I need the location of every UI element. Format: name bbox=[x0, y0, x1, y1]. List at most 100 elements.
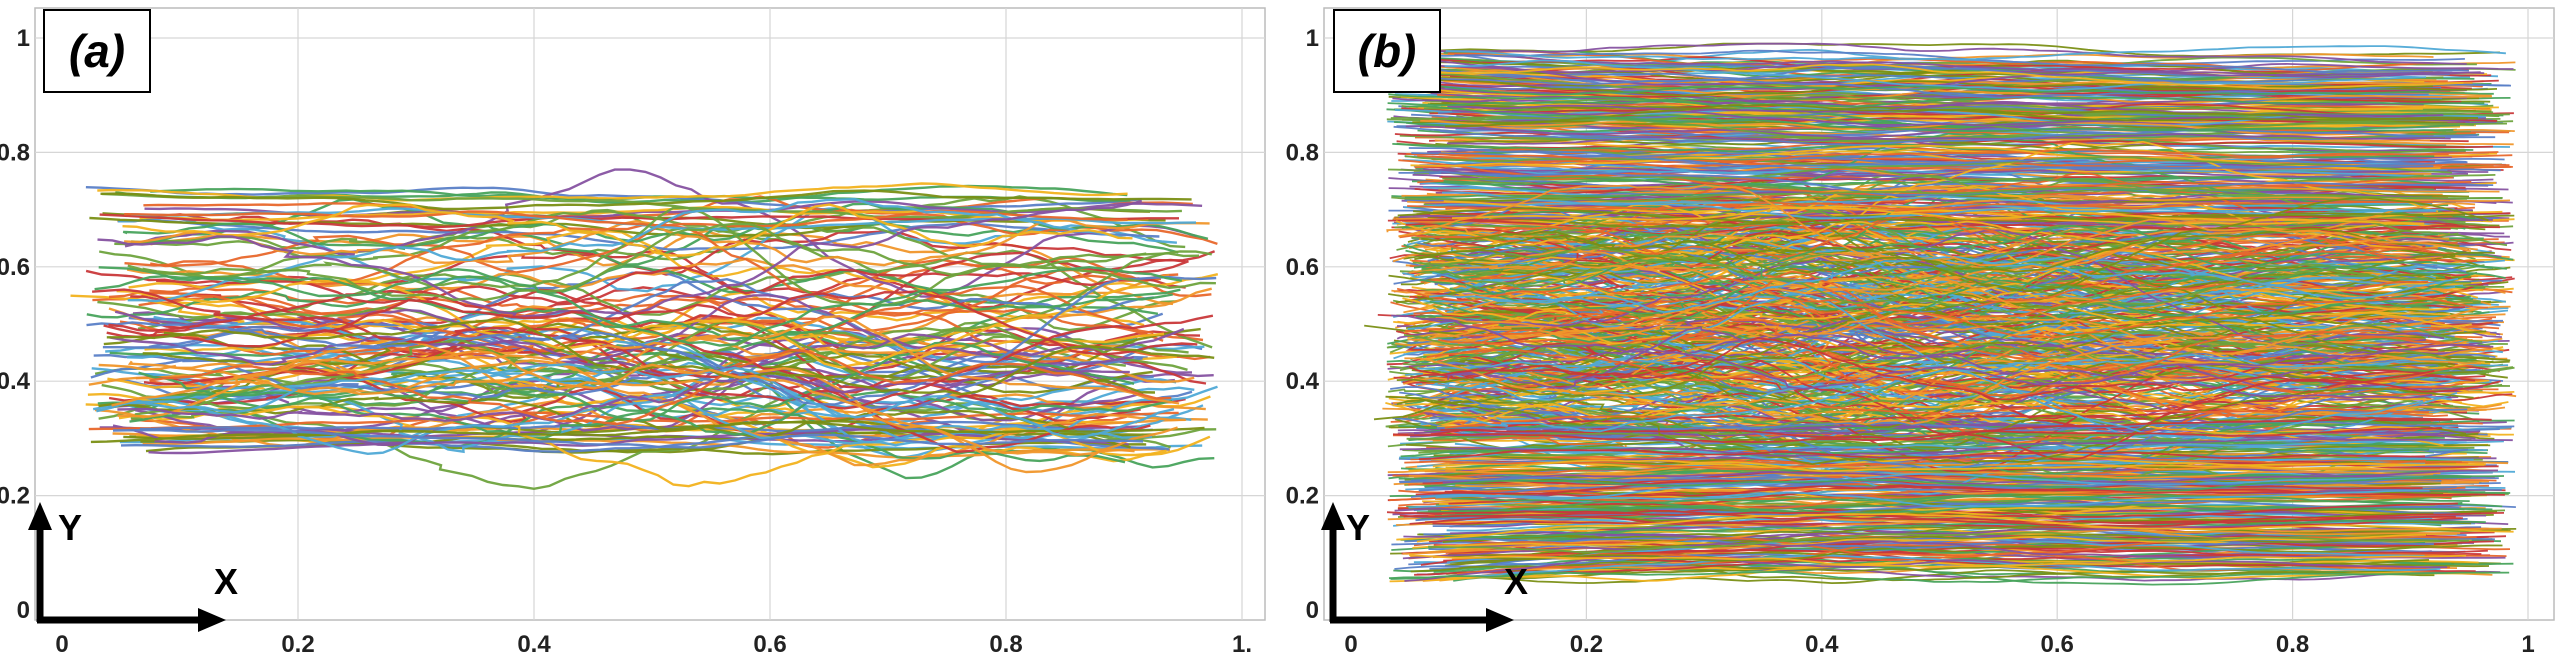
trajectory-b-856 bbox=[1386, 510, 2456, 528]
trajectory-a-113 bbox=[117, 366, 1130, 422]
trajectory-b-841 bbox=[1407, 201, 2433, 212]
trajectory-a-124 bbox=[127, 222, 1216, 302]
trajectory-a-53 bbox=[124, 168, 1197, 299]
x-arrow-label-b: X bbox=[1504, 561, 1528, 602]
trajectory-b-834 bbox=[1442, 156, 2452, 181]
trajectory-b-759 bbox=[1407, 194, 2511, 211]
chart-panel-a: 0 0.2 0.4 0.6 0.8 1. 0 0.2 0.4 0.6 0.8 1 (a) Y X bbox=[0, 7, 1266, 658]
trajectory-b-835 bbox=[1444, 59, 2427, 92]
trajectory-b-804 bbox=[1406, 431, 2472, 445]
trajectory-b-765 bbox=[1445, 45, 2506, 61]
trajectory-b-898 bbox=[1399, 81, 2494, 96]
trajectory-a-108 bbox=[138, 341, 1135, 423]
y-tick-label-b-1: 0.2 bbox=[1286, 483, 1319, 510]
trajectories-a bbox=[70, 168, 1219, 491]
trajectory-b-719 bbox=[1424, 462, 2498, 477]
trajectory-a-41 bbox=[143, 196, 1193, 221]
trajectory-a-93 bbox=[114, 308, 1185, 378]
trajectory-b-845 bbox=[1435, 489, 2430, 508]
x-tick-label-b-5: 1 bbox=[2521, 631, 2534, 658]
trajectory-b-878 bbox=[1424, 476, 2471, 492]
trajectory-a-99 bbox=[127, 354, 1186, 467]
trajectory-a-115 bbox=[127, 197, 1126, 303]
trajectory-b-876 bbox=[1418, 449, 2426, 460]
trajectory-a-103 bbox=[109, 294, 1134, 367]
trajectory-b-889 bbox=[1404, 336, 2481, 426]
x-tick-label-b-4: 0.8 bbox=[2276, 631, 2309, 658]
y-tick-label-a-3: 0.6 bbox=[0, 254, 30, 281]
trajectory-b-828 bbox=[1449, 259, 2478, 316]
trajectory-b-864 bbox=[1419, 219, 2508, 288]
trajectory-b-860 bbox=[1456, 148, 2434, 169]
axis-arrows-a: Y X bbox=[28, 502, 238, 632]
x-arrow-head-b bbox=[1486, 608, 1514, 632]
y-tick-label-a-1: 0.2 bbox=[0, 483, 30, 510]
x-tick-label-a-5: 1. bbox=[1232, 631, 1252, 658]
y-arrow-label-a: Y bbox=[58, 507, 82, 548]
trajectory-b-894 bbox=[1391, 186, 2503, 203]
trajectory-b-871 bbox=[1444, 405, 2429, 429]
trajectory-b-848 bbox=[1444, 519, 2486, 539]
trajectory-b-879 bbox=[1435, 311, 2506, 355]
trajectory-b-803 bbox=[1442, 469, 2499, 485]
trajectory-a-117 bbox=[100, 189, 1192, 211]
x-tick-label-a-4: 0.8 bbox=[989, 631, 1022, 658]
trajectory-b-820 bbox=[1390, 64, 2450, 84]
x-tick-label-b-1: 0.2 bbox=[1570, 631, 1603, 658]
chart-panel-b: 0 0.2 0.4 0.6 0.8 1 0 0.2 0.4 0.6 0.8 1 (b) Y X bbox=[1286, 7, 2555, 658]
trajectory-a-83 bbox=[148, 428, 1129, 455]
trajectory-b-886 bbox=[1392, 427, 2442, 444]
trajectory-a-109 bbox=[117, 338, 1178, 474]
plot-frame-b bbox=[1323, 7, 2555, 621]
trajectory-b-653 bbox=[1432, 42, 2467, 65]
trajectory-a-123 bbox=[97, 199, 1143, 319]
y-arrow-head-b bbox=[1321, 502, 1345, 530]
trajectory-b-183 bbox=[1416, 563, 2501, 582]
trajectory-b-892 bbox=[1408, 459, 2485, 472]
trajectory-b-857 bbox=[1396, 387, 2474, 466]
trajectory-b-885 bbox=[1430, 354, 2509, 433]
trajectory-b-427 bbox=[1450, 359, 2455, 389]
trajectory-b-867 bbox=[1397, 207, 2423, 225]
axis-arrows-b: Y X bbox=[1321, 502, 1528, 632]
trajectory-a-73 bbox=[112, 367, 1144, 447]
trajectory-b-813 bbox=[1440, 229, 2445, 346]
trajectory-b-167 bbox=[1453, 569, 2435, 585]
trajectory-b-735 bbox=[1451, 256, 2493, 295]
trajectory-b-881 bbox=[1396, 277, 2488, 339]
trajectory-b-707 bbox=[1450, 544, 2503, 564]
trajectory-b-858 bbox=[1387, 96, 2485, 108]
trajectory-b-808 bbox=[1416, 493, 2503, 514]
trajectory-b-870 bbox=[1399, 476, 2499, 490]
trajectory-b-833 bbox=[1410, 58, 2481, 88]
y-tick-label-b-0: 0 bbox=[1306, 597, 1319, 624]
trajectory-b-865 bbox=[1441, 191, 2436, 220]
trajectory-b-478 bbox=[1451, 175, 2451, 187]
trajectory-b-768 bbox=[1400, 439, 2439, 458]
trajectory-b-883 bbox=[1447, 326, 2433, 399]
trajectory-b-868 bbox=[1419, 224, 2507, 315]
trajectory-b-816 bbox=[1415, 485, 2479, 497]
y-arrow-head-a bbox=[28, 502, 52, 530]
trajectory-a-72 bbox=[139, 205, 1149, 222]
trajectory-b-838 bbox=[1390, 571, 2510, 583]
trajectory-a-112 bbox=[116, 273, 1219, 369]
trajectory-b-777 bbox=[1373, 399, 2467, 453]
trajectory-a-97 bbox=[98, 396, 1131, 449]
trajectory-b-890 bbox=[1418, 76, 2429, 99]
x-tick-label-b-2: 0.4 bbox=[1805, 631, 1839, 658]
trajectory-a-126 bbox=[103, 290, 1198, 356]
panel-label-a: (a) bbox=[69, 25, 125, 77]
panel-label-box-a: (a) bbox=[43, 9, 151, 93]
trajectory-a-128 bbox=[94, 265, 1182, 347]
trajectory-b-877 bbox=[1411, 196, 2489, 293]
trajectory-a-107 bbox=[90, 420, 1205, 444]
plot-frame-a bbox=[34, 7, 1266, 621]
trajectory-b-880 bbox=[1439, 128, 2478, 146]
trajectory-a-89 bbox=[124, 218, 1210, 267]
trajectory-b-743 bbox=[1429, 190, 2497, 205]
trajectory-a-80 bbox=[90, 356, 1143, 410]
trajectory-b-695 bbox=[1426, 554, 2441, 579]
trajectory-b-703 bbox=[1404, 555, 2448, 582]
x-tick-label-a-0: 0 bbox=[55, 631, 68, 658]
